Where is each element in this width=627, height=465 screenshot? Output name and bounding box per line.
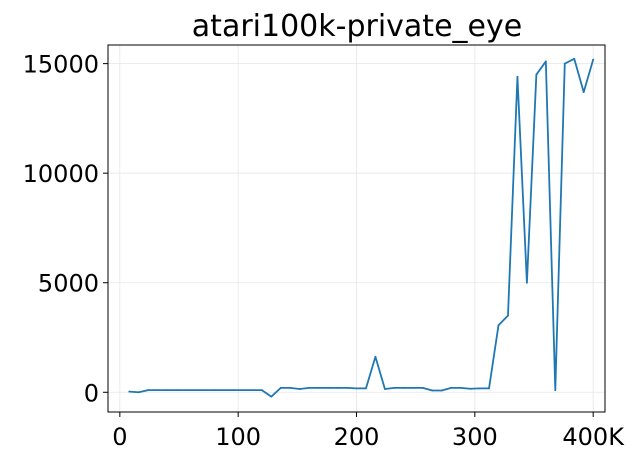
data-point bbox=[156, 389, 159, 391]
data-point bbox=[412, 387, 415, 389]
data-point bbox=[128, 390, 131, 393]
x-axis: 0 100 200 300 400K bbox=[112, 412, 625, 451]
data-point bbox=[582, 91, 585, 94]
data-point bbox=[223, 389, 225, 391]
y-tick-label: 10000 bbox=[23, 160, 99, 188]
x-tick-label: 0 bbox=[112, 423, 127, 451]
data-point bbox=[194, 389, 197, 391]
data-point bbox=[450, 387, 453, 389]
data-point bbox=[497, 324, 500, 327]
y-tick-label: 5000 bbox=[38, 270, 99, 298]
data-point bbox=[308, 387, 311, 389]
data-point bbox=[355, 387, 358, 390]
x-tick-label: 400K bbox=[562, 423, 625, 451]
data-point bbox=[384, 388, 386, 390]
data-point bbox=[554, 389, 557, 391]
data-point bbox=[516, 75, 519, 78]
data-point bbox=[137, 391, 140, 394]
plot-area bbox=[128, 57, 595, 398]
data-point bbox=[535, 73, 538, 76]
data-point bbox=[440, 389, 443, 392]
data-point bbox=[421, 387, 424, 389]
data-point bbox=[185, 389, 188, 391]
data-point bbox=[431, 389, 434, 392]
data-point bbox=[346, 387, 348, 389]
data-point bbox=[147, 389, 150, 391]
data-point bbox=[365, 387, 367, 390]
x-tick-label: 100 bbox=[215, 423, 261, 451]
series-line bbox=[128, 57, 595, 398]
grid bbox=[108, 45, 605, 412]
data-point bbox=[270, 395, 273, 398]
data-point bbox=[526, 281, 528, 284]
data-point bbox=[242, 389, 244, 391]
data-point bbox=[232, 389, 235, 391]
x-tick-label: 200 bbox=[334, 423, 380, 451]
data-point bbox=[289, 387, 292, 389]
data-point bbox=[327, 387, 329, 389]
data-point bbox=[544, 60, 547, 63]
data-point bbox=[260, 389, 263, 391]
y-axis: 0 5000 10000 15000 bbox=[23, 51, 108, 407]
data-point bbox=[204, 389, 206, 391]
y-tick-label: 15000 bbox=[23, 51, 99, 79]
data-point bbox=[317, 387, 320, 389]
data-point bbox=[213, 389, 216, 391]
data-point bbox=[459, 387, 462, 389]
data-point bbox=[592, 58, 595, 61]
data-point bbox=[573, 57, 576, 60]
data-point bbox=[563, 62, 566, 65]
data-point bbox=[393, 387, 396, 389]
data-point bbox=[298, 388, 301, 390]
chart-title: atari100k-private_eye bbox=[192, 9, 522, 44]
data-point bbox=[488, 387, 490, 390]
data-point bbox=[279, 387, 282, 389]
data-point bbox=[175, 389, 178, 391]
data-point bbox=[166, 389, 169, 391]
x-tick-label: 300 bbox=[452, 423, 498, 451]
data-point bbox=[469, 387, 471, 390]
data-point bbox=[251, 389, 254, 391]
data-point bbox=[336, 387, 339, 389]
data-point bbox=[507, 314, 509, 317]
data-point bbox=[478, 387, 481, 390]
data-point bbox=[374, 355, 377, 358]
data-point bbox=[402, 387, 405, 389]
y-tick-label: 0 bbox=[84, 379, 99, 407]
